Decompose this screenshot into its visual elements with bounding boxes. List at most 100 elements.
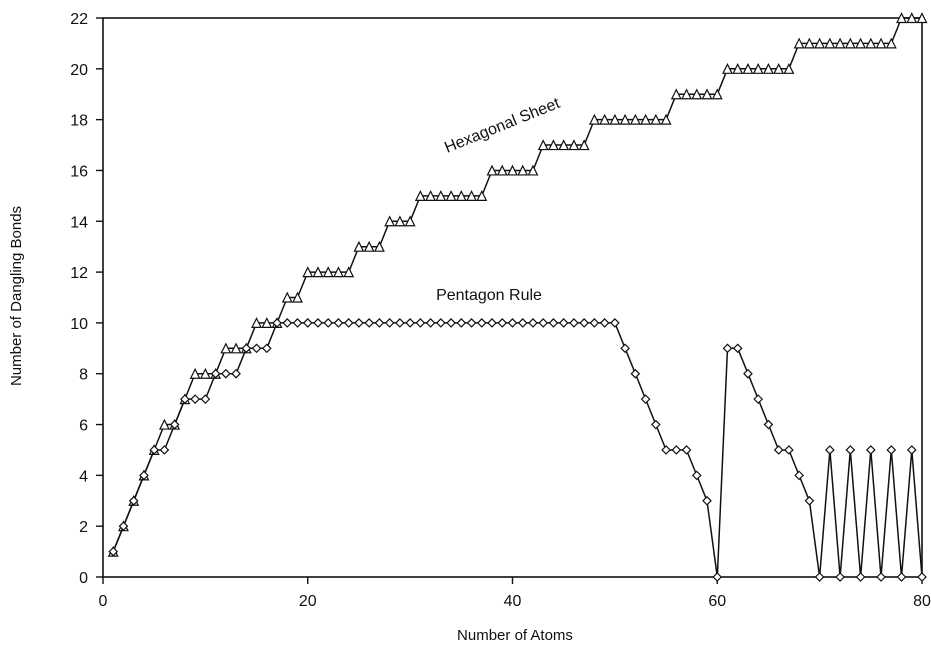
annotation-pentagon-rule: Pentagon Rule bbox=[436, 287, 542, 304]
triangle-marker bbox=[312, 266, 324, 278]
triangle-marker bbox=[875, 37, 887, 49]
diamond-marker bbox=[538, 318, 549, 328]
y-tick-label: 6 bbox=[79, 418, 88, 435]
diamond-marker bbox=[231, 368, 241, 379]
diamond-marker bbox=[374, 318, 385, 328]
diamond-marker bbox=[599, 318, 610, 328]
triangle-marker bbox=[435, 190, 447, 201]
diamond-marker bbox=[466, 318, 477, 328]
diamond-marker bbox=[917, 572, 927, 582]
diamond-marker bbox=[241, 343, 252, 354]
triangle-marker bbox=[199, 367, 211, 379]
diamond-marker bbox=[773, 445, 784, 455]
triangle-marker bbox=[537, 139, 549, 151]
triangle-marker bbox=[414, 190, 426, 201]
diamond-marker bbox=[425, 318, 436, 328]
diamond-marker bbox=[343, 318, 354, 328]
triangle-marker bbox=[558, 139, 570, 151]
diamond-marker bbox=[528, 318, 538, 328]
diamond-marker bbox=[906, 445, 917, 455]
y-tick-label: 22 bbox=[70, 11, 88, 28]
diamond-marker bbox=[558, 318, 569, 328]
triangle-marker bbox=[486, 164, 498, 176]
y-tick-label: 16 bbox=[70, 163, 88, 180]
y-tick-label: 4 bbox=[79, 468, 88, 485]
y-tick-label: 2 bbox=[79, 519, 88, 536]
diamond-marker bbox=[712, 572, 723, 582]
diamond-marker bbox=[384, 318, 395, 328]
triangle-marker bbox=[404, 215, 416, 227]
diamond-marker bbox=[180, 394, 190, 404]
triangle-marker bbox=[885, 37, 897, 49]
triangle-marker bbox=[251, 317, 263, 329]
x-axis-label: Number of Atoms bbox=[457, 627, 573, 644]
triangle-marker bbox=[681, 88, 693, 100]
triangle-marker bbox=[640, 113, 652, 125]
x-tick-label: 60 bbox=[708, 593, 726, 610]
triangle-marker bbox=[814, 37, 826, 49]
triangle-marker bbox=[527, 164, 539, 176]
triangle-marker bbox=[281, 291, 293, 303]
triangle-marker bbox=[916, 12, 928, 24]
triangle-marker bbox=[711, 88, 723, 100]
diamond-marker bbox=[261, 343, 272, 354]
diamond-marker bbox=[886, 445, 897, 455]
y-tick-label: 8 bbox=[79, 367, 88, 384]
triangle-marker bbox=[588, 113, 600, 125]
diamond-marker bbox=[507, 318, 518, 328]
diamond-marker bbox=[825, 445, 835, 455]
diamond-marker bbox=[732, 343, 743, 354]
diamond-marker bbox=[139, 470, 149, 481]
series-layer bbox=[107, 12, 928, 582]
triangle-marker bbox=[517, 164, 529, 176]
triangle-marker bbox=[619, 113, 631, 125]
diamond-marker bbox=[804, 495, 815, 506]
triangle-marker bbox=[322, 266, 334, 278]
triangle-marker bbox=[158, 418, 170, 430]
y-tick-label: 12 bbox=[70, 265, 88, 282]
triangle-marker bbox=[752, 62, 764, 74]
triangle-marker bbox=[332, 266, 344, 278]
triangle-marker bbox=[261, 317, 273, 329]
diamond-marker bbox=[855, 572, 866, 582]
triangle-marker bbox=[732, 62, 744, 74]
y-tick-label: 20 bbox=[70, 62, 88, 79]
series-line-pentagon bbox=[112, 322, 923, 578]
triangle-marker bbox=[292, 291, 303, 303]
series-line-hexagonal bbox=[112, 17, 922, 552]
triangle-marker bbox=[855, 37, 867, 49]
diamond-marker bbox=[476, 318, 487, 328]
triangle-marker bbox=[793, 37, 805, 49]
diamond-marker bbox=[302, 318, 313, 328]
diamond-marker bbox=[159, 445, 170, 455]
triangle-marker bbox=[547, 139, 559, 151]
diamond-marker bbox=[835, 572, 845, 582]
x-tick-label: 40 bbox=[504, 593, 522, 610]
diamond-marker bbox=[876, 572, 886, 582]
triangle-marker bbox=[834, 37, 846, 49]
diamond-marker bbox=[794, 470, 804, 481]
triangle-marker bbox=[466, 190, 478, 201]
x-tick-label: 20 bbox=[299, 593, 317, 610]
diamond-marker bbox=[221, 368, 231, 379]
diamond-marker bbox=[446, 318, 456, 328]
diamond-marker bbox=[784, 445, 794, 455]
triangle-marker bbox=[691, 88, 703, 100]
triangle-marker bbox=[896, 12, 907, 24]
diamond-marker bbox=[630, 368, 641, 379]
diamond-marker bbox=[661, 445, 671, 455]
diamond-marker bbox=[620, 343, 630, 354]
triangle-marker bbox=[906, 12, 918, 24]
triangle-marker bbox=[302, 266, 314, 278]
triangle-marker bbox=[650, 113, 662, 125]
series-hexagonal bbox=[107, 12, 928, 557]
diamond-marker bbox=[128, 495, 139, 506]
diamond-marker bbox=[640, 394, 651, 404]
diamond-marker bbox=[671, 445, 682, 455]
diamond-marker bbox=[323, 318, 334, 328]
triangle-marker bbox=[507, 164, 518, 176]
diamond-marker bbox=[364, 318, 375, 328]
diamond-marker bbox=[435, 318, 446, 328]
triangle-marker bbox=[455, 190, 467, 201]
